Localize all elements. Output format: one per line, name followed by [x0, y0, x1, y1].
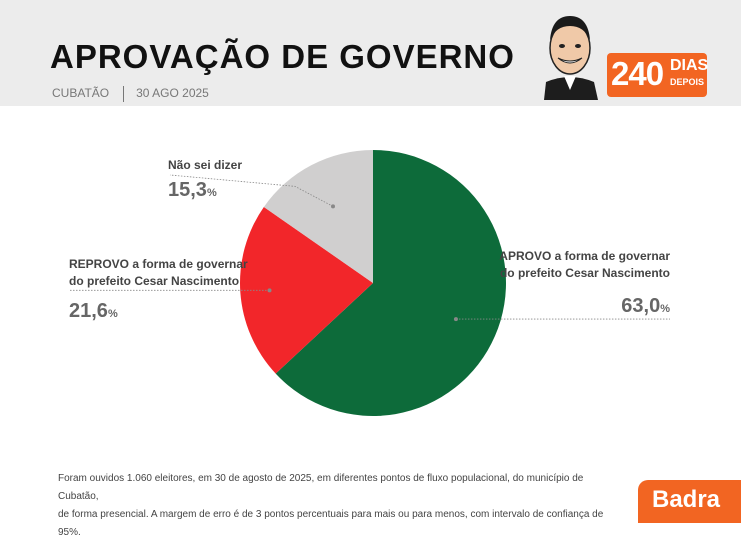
- pie-chart: [70, 150, 670, 416]
- pct-nao-sei-value: 15,3: [168, 179, 207, 201]
- subtitle-line: CUBATÃO 30 AGO 2025: [52, 86, 209, 102]
- badge-word-dias: DIAS: [670, 57, 709, 74]
- label-reprovo: REPROVO a forma de governar do prefeito …: [69, 256, 248, 290]
- leader-line-nao-sei: [169, 174, 334, 207]
- pct-aprovo: 63,0%: [621, 295, 670, 318]
- page-title: APROVAÇÃO DE GOVERNO: [50, 38, 515, 75]
- pie-slice-reprovo: [240, 206, 373, 374]
- badge-number: 240: [611, 55, 664, 92]
- leader-dot-nao-sei: [330, 204, 335, 209]
- pct-aprovo-unit: %: [660, 303, 670, 315]
- label-aprovo-line1: APROVO a forma de governar: [499, 249, 670, 263]
- header-band: APROVAÇÃO DE GOVERNO CUBATÃO 30 AGO 2025 …: [0, 0, 741, 106]
- label-aprovo: APROVO a forma de governar do prefeito C…: [499, 248, 670, 282]
- pct-reprovo-unit: %: [107, 308, 118, 320]
- label-reprovo-line1: REPROVO a forma de governar: [69, 257, 248, 271]
- methodology-note: Foram ouvidos 1.060 eleitores, em 30 de …: [58, 470, 618, 542]
- caricature-image: [544, 16, 598, 100]
- badge-word-depois: DEPOIS: [670, 77, 705, 87]
- pct-nao-sei: 15,3%: [168, 179, 217, 202]
- pct-nao-sei-unit: %: [206, 187, 217, 199]
- pct-reprovo: 21,6%: [69, 300, 118, 323]
- pie-slice-aprovo: [275, 150, 507, 416]
- label-reprovo-line2: do prefeito Cesar Nascimento: [69, 274, 240, 288]
- label-nao-sei-text: Não sei dizer: [168, 158, 243, 172]
- logo-text: Badra: [652, 486, 721, 513]
- pie-slice-nao-sei: [263, 150, 373, 283]
- city-label: CUBATÃO: [52, 86, 110, 101]
- date-label: 30 AGO 2025: [136, 86, 209, 101]
- label-aprovo-line2: do prefeito Cesar Nascimento: [499, 266, 670, 280]
- divider: [123, 86, 125, 102]
- pct-aprovo-value: 63,0: [621, 295, 661, 317]
- badge-240-dias: 240 DIAS DEPOIS: [607, 53, 709, 97]
- badra-logo: Badra: [638, 480, 741, 523]
- label-nao-sei: Não sei dizer: [168, 157, 242, 174]
- leader-dot-aprovo: [453, 317, 458, 322]
- footnote-line2: de forma presencial. A margem de erro é …: [58, 509, 604, 538]
- pct-reprovo-value: 21,6: [69, 300, 108, 322]
- leader-dot-reprovo: [267, 288, 272, 293]
- footnote-line1: Foram ouvidos 1.060 eleitores, em 30 de …: [58, 473, 584, 502]
